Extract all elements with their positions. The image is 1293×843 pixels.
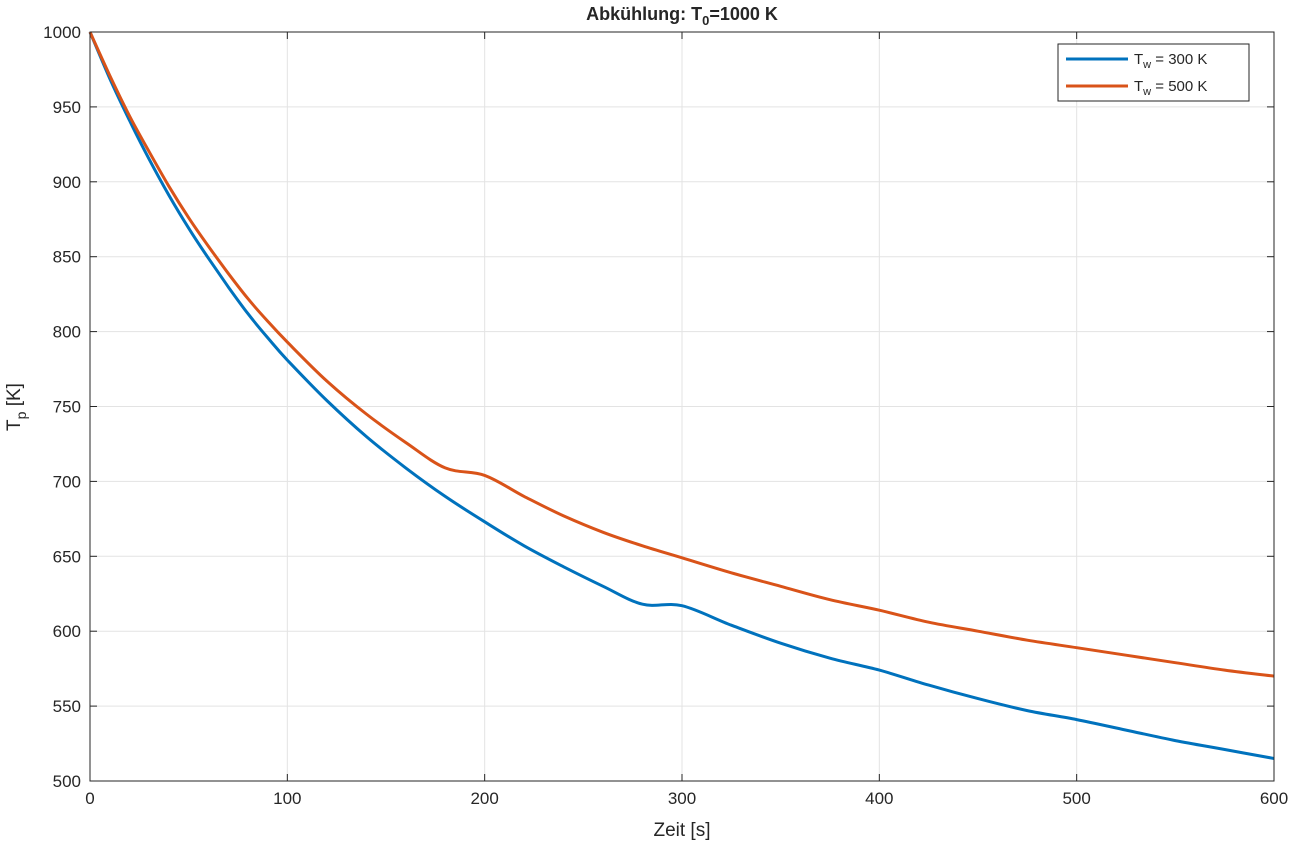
x-tick-label: 500 — [1062, 789, 1090, 808]
y-axis-label-main: T — [4, 419, 25, 431]
x-tick-label: 200 — [470, 789, 498, 808]
legend: Tw = 300 K Tw = 500 K — [1057, 43, 1250, 102]
y-axis-label: Tp [K] — [4, 383, 29, 431]
y-tick-label: 850 — [53, 248, 81, 267]
x-tick-label: 400 — [865, 789, 893, 808]
y-tick-label: 700 — [53, 472, 81, 491]
legend-label-1: Tw = 500 K — [1134, 78, 1207, 98]
legend-label-0-main: T — [1134, 51, 1143, 68]
chart-title-sub: 0 — [702, 13, 709, 28]
y-tick-label: 750 — [53, 398, 81, 417]
series-layer — [88, 31, 1275, 760]
series-line-0 — [88, 31, 1275, 760]
y-tick-label: 500 — [53, 772, 81, 791]
ticks: 0 100 200 300 400 500 600 500 550 600 650 700 750 800… — [43, 23, 1288, 808]
legend-box — [1057, 43, 1250, 102]
x-tick-label: 0 — [85, 789, 94, 808]
y-tick-label: 1000 — [43, 23, 81, 42]
y-tick-label: 600 — [53, 622, 81, 641]
series-line-1 — [88, 31, 1275, 678]
legend-label-1-sub: w — [1142, 86, 1151, 98]
chart-title: Abkühlung: T0=1000 K — [586, 4, 778, 28]
y-tick-label: 900 — [53, 173, 81, 192]
y-tick-label: 550 — [53, 697, 81, 716]
legend-label-0-rest: = 300 K — [1151, 51, 1207, 68]
chart-title-rest: =1000 K — [709, 4, 778, 24]
x-axis-label: Zeit [s] — [653, 820, 710, 841]
y-tick-label: 950 — [53, 98, 81, 117]
legend-label-1-rest: = 500 K — [1151, 78, 1207, 95]
grid — [90, 32, 1274, 781]
legend-label-1-main: T — [1134, 78, 1143, 95]
x-tick-label: 100 — [273, 789, 301, 808]
legend-label-0: Tw = 300 K — [1134, 51, 1207, 71]
legend-label-0-sub: w — [1142, 59, 1151, 71]
y-tick-label: 650 — [53, 547, 81, 566]
y-axis-label-sub: p — [13, 411, 29, 419]
chart-title-main: Abkühlung: T — [586, 4, 702, 24]
x-tick-label: 300 — [668, 789, 696, 808]
y-tick-label: 800 — [53, 323, 81, 342]
y-axis-label-rest: [K] — [4, 383, 25, 412]
x-tick-label: 600 — [1260, 789, 1288, 808]
